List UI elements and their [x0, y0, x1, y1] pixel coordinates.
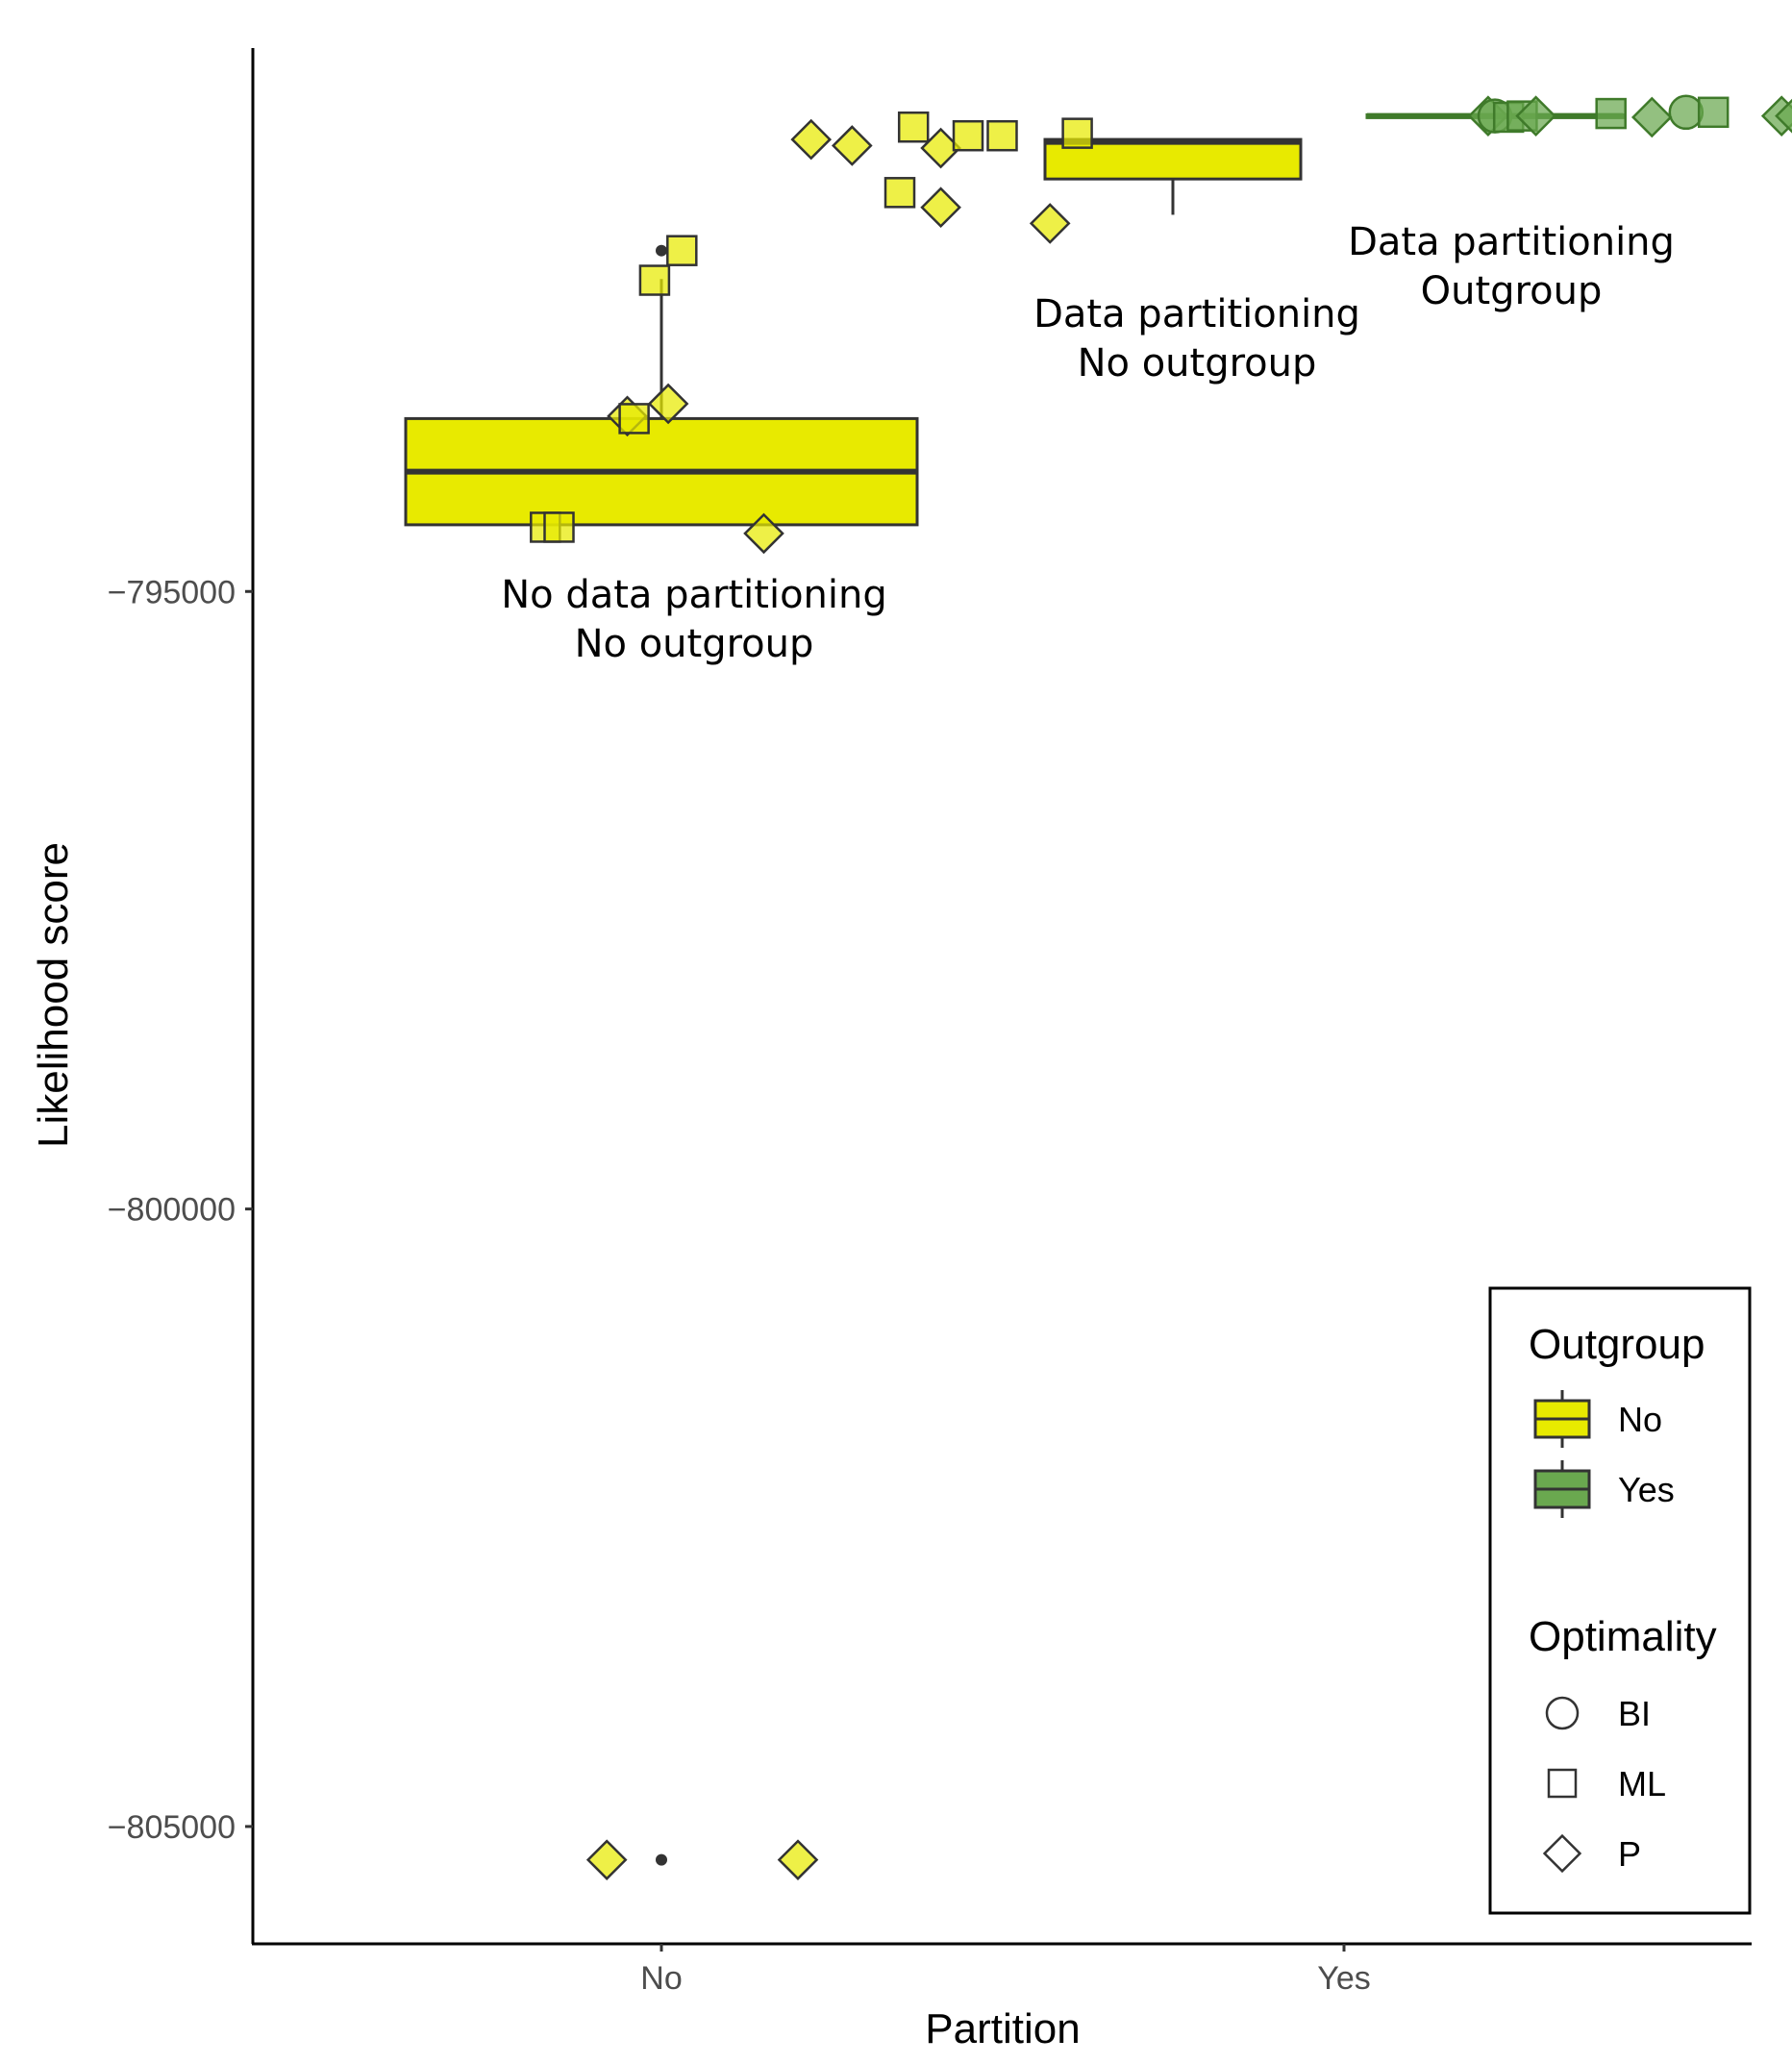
legend-outgroup-title: Outgroup [1529, 1321, 1705, 1368]
data-point-p [585, 1839, 628, 1880]
legend-optimality-label: P [1618, 1834, 1641, 1874]
data-point-p [1775, 98, 1792, 134]
data-point-p [831, 125, 873, 166]
data-point-ml [638, 264, 671, 296]
legend-optimality-title: Optimality [1529, 1613, 1717, 1660]
x-tick-label: Yes [1317, 1960, 1370, 1997]
points-layer [530, 94, 1792, 1880]
x-tick-label: No [640, 1960, 682, 1997]
box-layer [404, 112, 1625, 1866]
legend-outgroup-label: No [1618, 1400, 1662, 1439]
data-point-ml [952, 119, 984, 152]
data-point-p [647, 383, 689, 425]
data-point-ml [543, 511, 575, 543]
data-point-ml [666, 235, 698, 266]
annotation-no-data-partitioning-no-outgroup: No data partitioning No outgroup [501, 573, 887, 666]
annotation-line: No data partitioning [501, 573, 887, 617]
data-point-p [777, 1839, 819, 1880]
points-data-partitioning-outgroup [1467, 94, 1792, 138]
data-point-p [1630, 96, 1673, 138]
data-point-bi [1668, 94, 1705, 131]
annotation-line: No outgroup [1078, 341, 1317, 385]
data-point-ml [884, 177, 916, 209]
data-point-ml [618, 403, 650, 435]
points-data-partitioning-no-outgroup [790, 111, 1093, 244]
data-point-ml [1595, 97, 1627, 130]
legend-shape-diamond-icon [1542, 1833, 1582, 1874]
box-no-data-partitioning-no-outgroup [404, 244, 919, 1866]
legend-shape-circle-icon [1545, 1696, 1580, 1730]
legend: Outgroup Optimality No Yes BI ML P [1488, 1286, 1752, 1915]
y-axis-title: Likelihood score [30, 842, 77, 1148]
y-tick-label: −795000 [108, 574, 236, 610]
legend-shape-square-icon [1547, 1768, 1578, 1799]
data-point-p [743, 512, 784, 555]
legend-optimality-label: ML [1618, 1764, 1666, 1803]
legend-outgroup-label: Yes [1618, 1470, 1675, 1509]
data-point-ml [1061, 117, 1093, 149]
outlier-dot [656, 244, 667, 257]
points-no-data-partitioning-no-outgroup [530, 235, 819, 1880]
annotation-data-partitioning-outgroup: Data partitioning Outgroup [1348, 220, 1675, 313]
y-tick-label: −800000 [108, 1192, 236, 1229]
annotation-line: Data partitioning [1348, 220, 1675, 264]
data-point-p [790, 118, 833, 161]
axes-layer [251, 48, 1752, 1946]
data-point-p [1029, 203, 1071, 244]
data-point-ml [986, 119, 1018, 152]
legend-outgroup-key-yes [1533, 1460, 1591, 1518]
annotation-line: No outgroup [575, 622, 814, 666]
data-point-ml [897, 111, 930, 143]
y-tick-label: −805000 [108, 1809, 236, 1846]
legend-outgroup-key-no [1533, 1390, 1591, 1448]
data-point-p [1515, 95, 1556, 137]
annotation-line: Outgroup [1421, 269, 1603, 313]
data-point-ml [1697, 96, 1730, 129]
ticks-layer: −795000 −800000 −805000 No Yes [108, 574, 1371, 1997]
data-point-p [920, 187, 961, 229]
outlier-dot [656, 1853, 667, 1866]
legend-optimality-label: BI [1618, 1694, 1651, 1733]
x-axis-title: Partition [925, 2005, 1080, 2052]
box-data-partitioning-no-outgroup [1043, 137, 1303, 215]
annotation-data-partitioning-no-outgroup: Data partitioning No outgroup [1033, 292, 1360, 385]
legend-frame [1488, 1286, 1752, 1915]
annotation-line: Data partitioning [1033, 292, 1360, 336]
